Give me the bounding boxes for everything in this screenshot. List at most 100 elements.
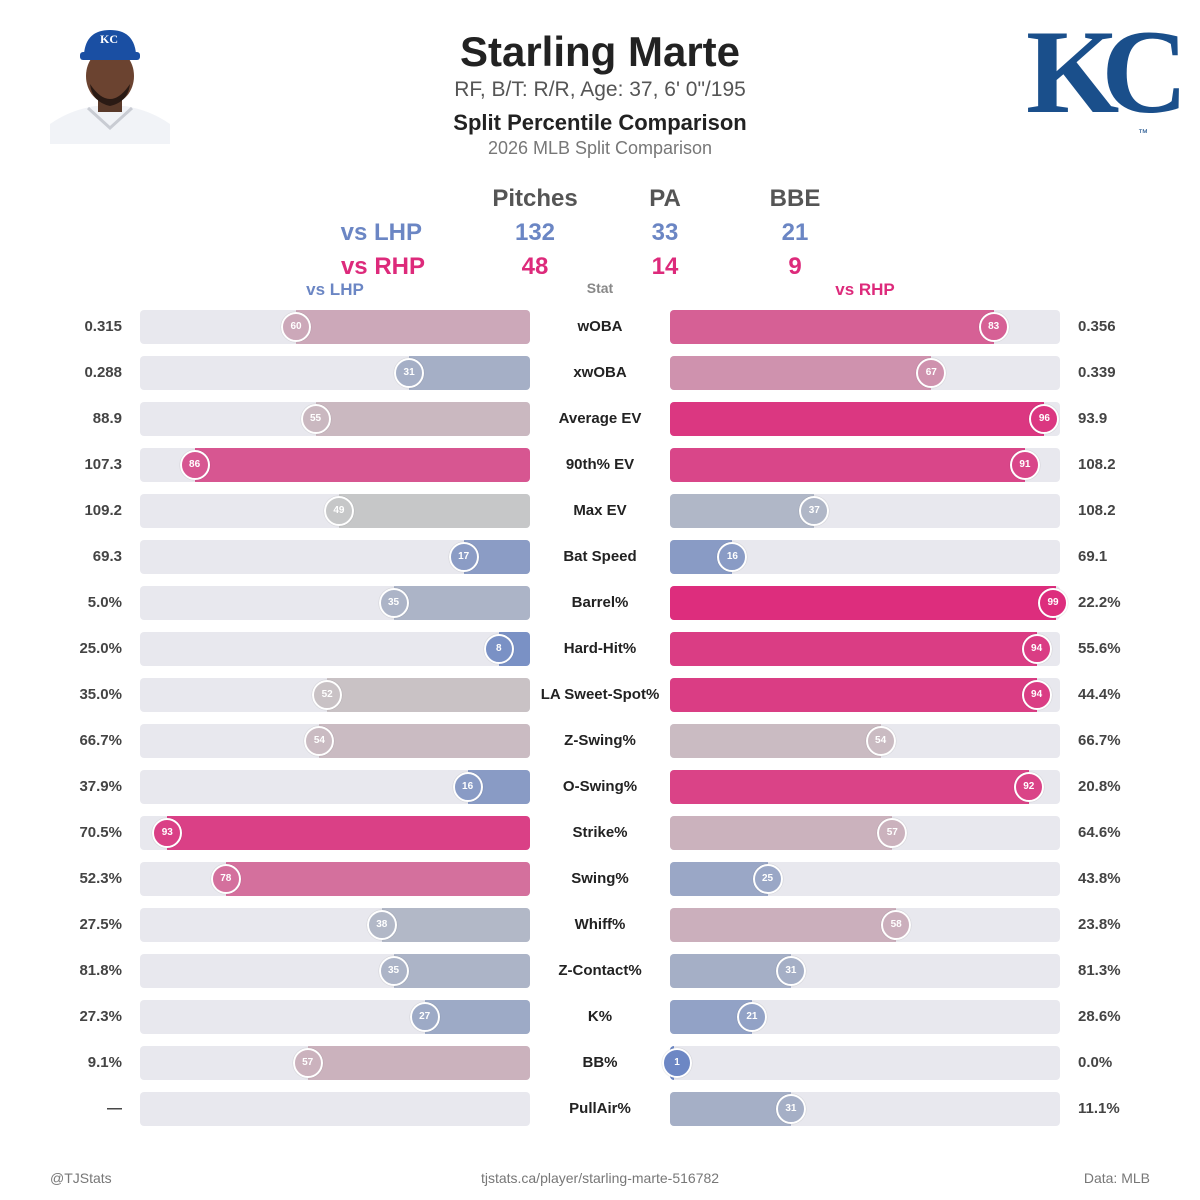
lhp-bar-track-90th-ev: 86 [140,448,530,482]
lhp-bar-track-pullair [140,1092,530,1126]
summary-lhp-pitches: 132 [514,219,556,246]
stat-label-pullair: PullAir% [569,1100,631,1117]
rhp-percentile-badge-pullair: 31 [775,1094,806,1124]
lhp-percentile-badge-z-contact: 35 [378,956,409,986]
rhp-bar-track-hard-hit: 94 [670,632,1060,666]
lhp-bar-xwoba [409,356,530,390]
lhp-bar-track-swing: 78 [140,862,530,896]
rhp-percentile-badge-strike: 57 [877,818,908,848]
rhp-bar-z-swing [670,724,881,758]
rhp-bar-90th-ev [670,448,1025,482]
lhp-bar-woba [296,310,530,344]
rhp-bar-track-bat-speed: 16 [670,540,1060,574]
rhp-bar-barrel [670,586,1057,620]
lhp-bar-z-contact [393,954,530,988]
lhp-value-swing: 52.3% [79,870,122,887]
rhp-value-barrel: 22.2% [1078,594,1121,611]
stat-label-k: K% [587,1008,613,1025]
rhp-bar-track-o-swing: 92 [670,770,1060,804]
rhp-bar-track-bb: 1 [662,1046,1060,1080]
lhp-bar-track-max-ev: 49 [140,494,530,528]
lhp-value-xwoba: 0.288 [84,364,122,381]
summary-header-bbe: BBE [769,185,821,212]
lhp-percentile-badge-woba: 60 [281,312,311,342]
column-header-left: vs LHP [306,280,364,299]
summary-row-lhp-label: vs LHP [340,219,422,246]
stat-label-strike: Strike% [572,824,628,841]
lhp-percentile-badge-average-ev: 55 [300,404,331,434]
rhp-value-z-contact: 81.3% [1078,962,1121,979]
rhp-percentile-badge-k: 21 [736,1002,767,1032]
rhp-bar-track-k: 21 [670,1000,1060,1034]
rhp-value-k: 28.6% [1078,1008,1121,1025]
lhp-value-la-sweet-spot: 35.0% [79,686,122,703]
rhp-percentile-badge-o-swing: 92 [1013,772,1044,802]
stat-label-woba: wOBA [577,318,623,335]
lhp-percentile-badge-swing: 78 [210,864,241,894]
rhp-percentile-badge-z-swing: 54 [865,726,896,756]
rhp-percentile-badge-swing: 25 [752,864,783,894]
lhp-bar-barrel [393,586,530,620]
summary-row-rhp-label: vs RHP [340,253,425,280]
rhp-bar-woba [670,310,994,344]
summary-rhp-pitches: 48 [521,253,549,280]
rhp-bar-track-xwoba: 67 [670,356,1060,390]
rhp-bar-z-contact [670,954,791,988]
rhp-bar-track-swing: 25 [670,862,1060,896]
rhp-value-la-sweet-spot: 44.4% [1078,686,1121,703]
headshot-cap-logo: KC [100,32,118,46]
stat-label-xwoba: xwOBA [573,364,627,381]
lhp-value-max-ev: 109.2 [84,502,122,519]
rhp-value-woba: 0.356 [1078,318,1116,335]
lhp-bar-track-woba: 60 [140,310,530,344]
footer-credit: @TJStats [50,1170,112,1186]
summary-lhp-pa: 33 [651,219,679,246]
rhp-percentile-badge-bb: 1 [662,1048,692,1078]
player-subtitle: RF, B/T: R/R, Age: 37, 6' 0"/195 [454,78,746,101]
rhp-bar-track-whiff: 58 [670,908,1060,942]
stat-label-90th-ev: 90th% EV [565,456,635,473]
lhp-bar-track-la-sweet-spot: 52 [140,678,530,712]
stat-label-bb: BB% [582,1054,618,1071]
page-title: Starling Marte [459,28,741,75]
stat-label-whiff: Whiff% [574,916,626,933]
lhp-bar-strike [167,816,530,850]
rhp-bar-strike [670,816,893,850]
rhp-percentile-badge-90th-ev: 91 [1009,450,1040,480]
rhp-value-o-swing: 20.8% [1078,778,1121,795]
footer-url[interactable]: tjstats.ca/player/starling-marte-516782 [480,1170,720,1186]
rhp-bar-hard-hit [670,632,1037,666]
summary-header-pa: PA [649,185,681,212]
rhp-percentile-badge-z-contact: 31 [775,956,806,986]
rhp-bar-average-ev [670,402,1045,436]
stat-label-swing: Swing% [571,870,629,887]
lhp-value-whiff: 27.5% [79,916,122,933]
rhp-percentile-badge-max-ev: 37 [799,496,830,526]
summary-rhp-pa: 14 [651,253,679,280]
lhp-percentile-badge-o-swing: 16 [452,772,483,802]
rhp-percentile-badge-barrel: 99 [1038,588,1068,618]
lhp-bar-track-hard-hit: 8 [140,632,530,666]
rhp-percentile-badge-hard-hit: 94 [1021,634,1052,664]
lhp-bar-track-average-ev: 55 [140,402,530,436]
rhp-value-average-ev: 93.9 [1078,410,1108,427]
stat-label-bat-speed: Bat Speed [563,548,637,565]
lhp-value-z-swing: 66.7% [79,732,122,749]
rhp-value-max-ev: 108.2 [1078,502,1116,519]
lhp-bar-track-bat-speed: 17 [140,540,530,574]
lhp-bar-track-xwoba: 31 [140,356,530,390]
lhp-value-o-swing: 37.9% [79,778,122,795]
rhp-percentile-badge-la-sweet-spot: 94 [1021,680,1052,710]
lhp-bar-track-z-contact: 35 [140,954,530,988]
rhp-value-90th-ev: 108.2 [1078,456,1116,473]
summary-rhp-bbe: 9 [788,253,802,280]
lhp-percentile-badge-bb: 57 [292,1048,323,1078]
lhp-bar-track-barrel: 35 [140,586,530,620]
lhp-bar-whiff [381,908,530,942]
rhp-value-strike: 64.6% [1078,824,1121,841]
column-header-right: vs RHP [835,280,895,299]
rhp-bar-track-la-sweet-spot: 94 [670,678,1060,712]
player-headshot: KC [50,24,170,144]
lhp-bar-track-k: 27 [140,1000,530,1034]
